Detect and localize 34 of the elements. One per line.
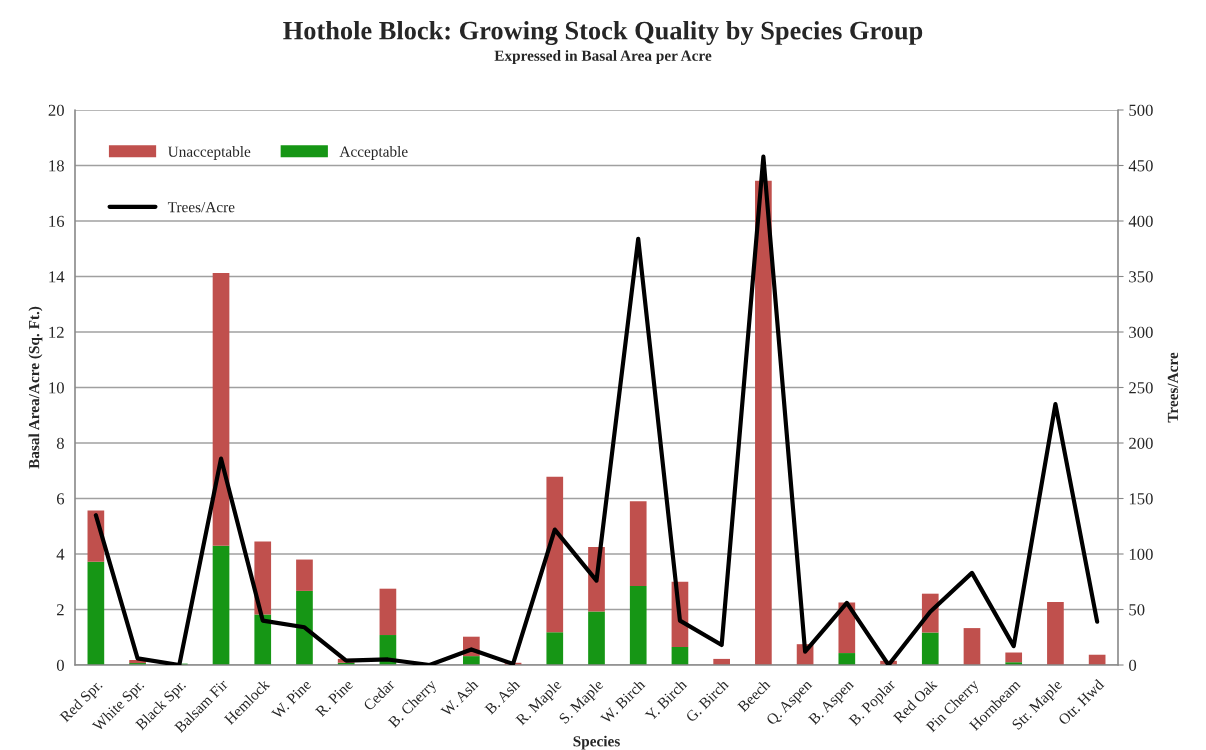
- x-tick-label: B. Ash: [483, 678, 521, 715]
- x-tick-label: W. Pine: [270, 678, 312, 720]
- y2-tick-label: 450: [1128, 160, 1153, 172]
- y-tick-label: 18: [49, 160, 64, 172]
- y-tick-label: 0: [56, 659, 64, 671]
- y-tick-label: 6: [56, 493, 65, 505]
- x-tick-label: W. Ash: [439, 678, 479, 718]
- legend-label: Trees/Acre: [167, 202, 235, 213]
- y2-tick-label: 150: [1129, 493, 1153, 505]
- y2-tick-label: 50: [1129, 604, 1145, 616]
- legend-label: Unacceptable: [167, 146, 251, 160]
- chart-title: Hothole Block: Growing Stock Quality by Species Group: [283, 20, 923, 46]
- y2-tick-label: 300: [1129, 326, 1153, 338]
- x-tick-label: R. Pine: [315, 678, 354, 718]
- y2-axis-title: Trees/Acre: [1167, 352, 1179, 423]
- y-tick-label: 4: [56, 548, 65, 560]
- y-tick-label: 10: [49, 382, 64, 394]
- legend-label: Acceptable: [339, 146, 408, 160]
- y2-tick-label: 200: [1129, 437, 1153, 449]
- y2-tick-label: 250: [1129, 382, 1153, 394]
- y2-tick-label: 0: [1129, 659, 1137, 671]
- y-axis-title: Basal Area/Acre (Sq. Ft.): [28, 306, 43, 469]
- y-tick-label: 14: [49, 271, 65, 283]
- y2-tick-label: 100: [1129, 548, 1153, 560]
- y-tick-label: 16: [49, 215, 65, 227]
- y-tick-label: 12: [49, 326, 64, 338]
- y2-tick-label: 350: [1129, 271, 1153, 283]
- y-tick-label: 2: [56, 604, 64, 616]
- y2-tick-label: 400: [1128, 215, 1153, 227]
- y-tick-label: 20: [48, 104, 64, 116]
- x-axis-title: Species: [573, 735, 620, 750]
- chart-subtitle: Expressed in Basal Area per Acre: [494, 50, 712, 64]
- y-tick-label: 8: [56, 437, 64, 449]
- y2-tick-label: 500: [1129, 104, 1153, 116]
